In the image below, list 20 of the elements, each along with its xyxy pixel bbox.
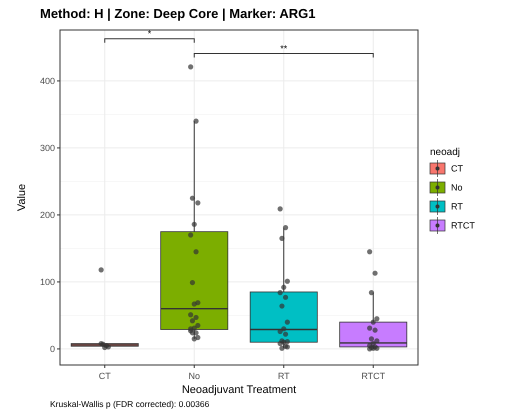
x-tick-label: No bbox=[188, 371, 200, 381]
y-tick-label: 100 bbox=[40, 277, 55, 288]
y-tick-label: 300 bbox=[40, 143, 55, 154]
x-tick-label: RTCT bbox=[361, 371, 386, 381]
y-axis-title: Value bbox=[16, 184, 28, 212]
legend-label: RT bbox=[451, 202, 464, 212]
x-axis-title: Neoadjuvant Treatment bbox=[182, 384, 296, 396]
legend-label: RTCT bbox=[451, 220, 476, 231]
annotation: ** bbox=[280, 43, 288, 54]
x-tick-label: RT bbox=[278, 371, 290, 381]
y-tick-label: 400 bbox=[40, 76, 55, 86]
legend-label: No bbox=[451, 182, 463, 193]
chart-title: Method: H | Zone: Deep Core | Marker: ARG1 bbox=[40, 6, 316, 21]
x-tick-label: CT bbox=[98, 371, 112, 381]
y-tick-label: 0 bbox=[50, 344, 55, 354]
text: Kruskal-Wallis p (FDR corrected): 0.00366 bbox=[50, 399, 210, 409]
legend-label: CT bbox=[451, 164, 464, 174]
legend-title: neoadj bbox=[430, 147, 460, 158]
annotation: * bbox=[148, 28, 152, 39]
y-tick-label: 200 bbox=[40, 210, 55, 220]
